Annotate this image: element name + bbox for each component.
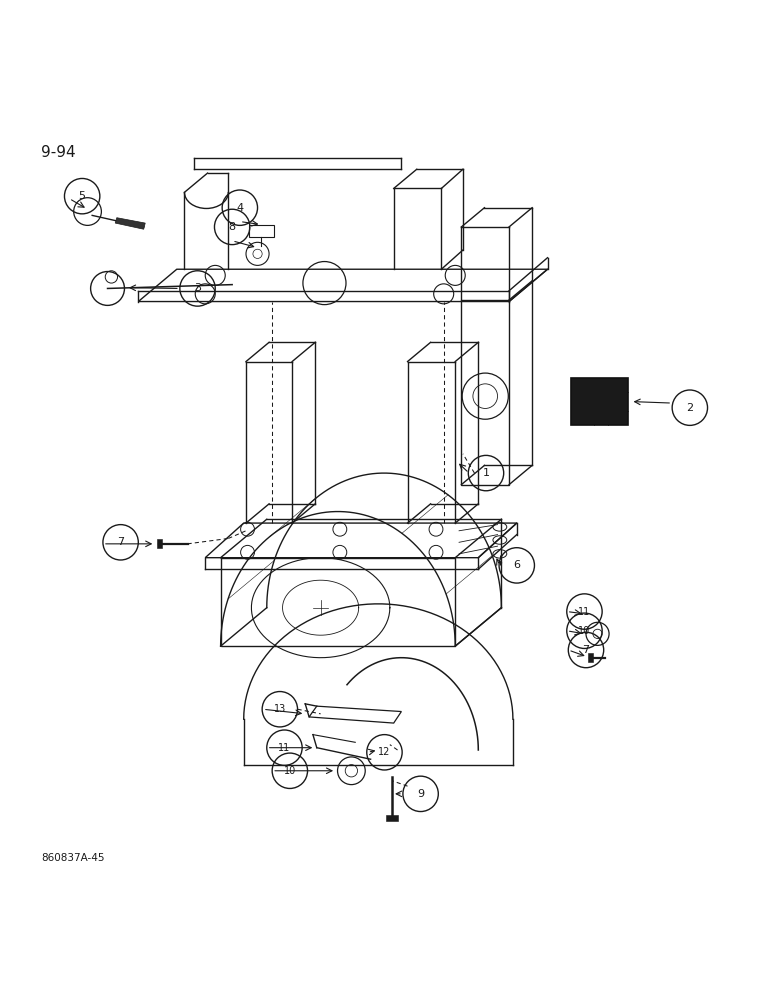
Text: 7: 7 xyxy=(582,645,590,655)
Text: 6: 6 xyxy=(513,560,520,570)
Polygon shape xyxy=(115,218,145,229)
Text: 5: 5 xyxy=(79,191,86,201)
Text: 3: 3 xyxy=(194,283,201,293)
Polygon shape xyxy=(386,815,398,821)
Text: 10: 10 xyxy=(284,766,296,776)
Text: 12: 12 xyxy=(378,747,391,757)
Text: 9-94: 9-94 xyxy=(42,145,76,160)
Text: 4: 4 xyxy=(236,203,243,213)
Text: 9: 9 xyxy=(417,789,424,799)
Polygon shape xyxy=(587,653,593,662)
Text: 11: 11 xyxy=(279,743,290,753)
Text: 7: 7 xyxy=(117,537,124,547)
Text: 13: 13 xyxy=(274,704,286,714)
Text: 8: 8 xyxy=(229,222,235,232)
Text: 1: 1 xyxy=(482,468,489,478)
Text: 860837A-45: 860837A-45 xyxy=(42,853,105,863)
Polygon shape xyxy=(571,378,628,425)
Text: 2: 2 xyxy=(686,403,693,413)
Polygon shape xyxy=(157,539,162,548)
Text: 10: 10 xyxy=(578,626,591,636)
Text: 11: 11 xyxy=(578,607,591,617)
